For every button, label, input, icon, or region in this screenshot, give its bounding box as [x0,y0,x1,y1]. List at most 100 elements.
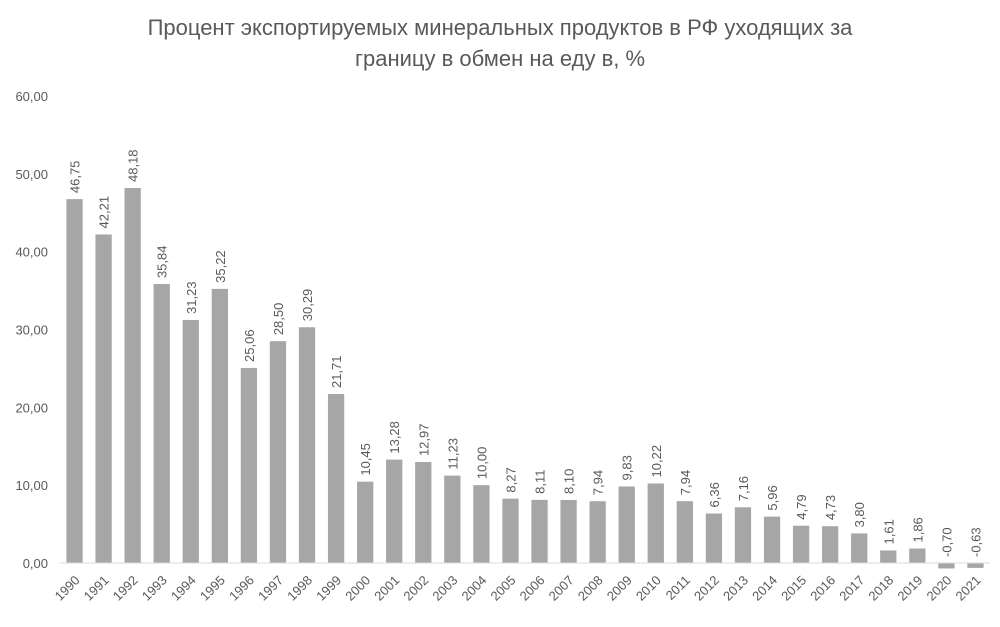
bar [589,501,606,563]
y-tick-label: 10,00 [15,478,48,493]
bar [415,462,432,563]
x-tick-label: 2007 [546,573,577,604]
bar [269,341,287,563]
bar [153,284,170,563]
chart-title-line-1: Процент экспортируемых минеральных проду… [147,15,853,40]
data-label: 7,94 [678,470,693,495]
x-tick-label: 1992 [110,573,141,604]
y-tick-label: 60,00 [15,89,48,104]
bar [822,526,839,563]
bar [95,234,112,563]
data-label: 12,97 [416,424,431,457]
x-tick-label: 2009 [604,573,635,604]
bar [531,499,548,563]
x-tick-label: 1997 [255,573,286,604]
data-label: 8,10 [562,469,577,494]
data-label: 7,16 [736,476,751,501]
bar [676,501,693,563]
bar [763,516,781,563]
data-label: 8,11 [533,470,548,494]
x-tick-label: 1999 [313,573,344,604]
data-label: 48,18 [126,149,141,182]
data-label: 46,75 [68,161,83,194]
x-tick-label: 2014 [749,573,780,604]
bar [734,507,752,563]
data-label: 28,50 [271,303,286,336]
x-tick-label: 1998 [284,573,315,604]
data-label: 10,45 [358,443,373,476]
x-tick-label: 2016 [807,573,838,604]
bar [647,483,664,563]
x-tick-label: 2003 [429,573,460,604]
bar [66,199,83,564]
data-label: 13,28 [387,421,402,454]
bar [851,533,868,563]
data-label: -0,70 [939,527,954,557]
bar [880,550,897,563]
data-label: 8,27 [503,467,518,492]
data-label: 1,61 [881,519,896,544]
bar [938,563,955,569]
bar [618,486,635,563]
x-tick-label: 2005 [488,573,519,604]
bar [327,394,345,563]
bar [298,327,316,563]
chart-title: Процент экспортируемых минеральных проду… [100,12,900,74]
bar [357,481,374,563]
data-label: 6,36 [707,482,722,507]
data-label: 30,29 [300,289,315,322]
x-tick-label: 2000 [342,573,373,604]
data-label: 10,00 [474,447,489,480]
x-tick-label: 2019 [894,573,925,604]
y-tick-label: 50,00 [15,167,48,182]
data-label: 4,73 [823,495,838,520]
bar [909,548,926,563]
y-tick-label: 0,00 [23,556,48,571]
bar [211,288,228,563]
y-tick-label: 20,00 [15,400,48,415]
bar [386,459,403,563]
data-label: -0,63 [968,527,983,557]
x-tick-label: 2010 [633,573,664,604]
x-tick-label: 2011 [663,573,693,603]
x-tick-label: 2021 [953,573,984,604]
x-tick-label: 2017 [836,573,867,604]
x-tick-label: 2004 [458,573,489,604]
bar [502,498,519,563]
y-tick-label: 40,00 [15,245,48,260]
data-label: 42,21 [97,196,112,229]
bar [444,475,461,563]
data-label: 7,94 [591,470,606,495]
y-tick-label: 30,00 [15,323,48,338]
data-label: 35,22 [213,250,228,283]
data-label: 35,84 [155,245,170,278]
data-label: 1,86 [910,517,925,542]
x-tick-label: 2002 [400,573,431,604]
bar [792,525,810,563]
data-label: 5,96 [765,485,780,510]
chart-title-line-2: границу в обмен на еду в, % [354,46,646,71]
x-tick-label: 1993 [139,573,170,604]
x-tick-label: 2006 [517,573,548,604]
x-tick-label: 2015 [778,573,809,604]
x-tick-label: 2018 [865,573,896,604]
data-label: 25,06 [242,329,257,362]
x-tick-label: 2008 [575,573,606,604]
x-tick-label: 1991 [81,573,112,604]
data-label: 4,79 [794,494,809,519]
data-label: 21,71 [329,355,344,388]
x-tick-label: 2001 [371,573,402,604]
data-label: 11,23 [445,438,460,470]
data-label: 31,23 [184,281,199,314]
x-tick-label: 1994 [168,573,199,604]
bar [473,485,490,563]
x-tick-label: 1990 [52,573,83,604]
bar [240,367,258,563]
bar [560,499,577,563]
x-tick-label: 1996 [226,573,257,604]
bar [967,563,984,568]
x-tick-label: 2020 [923,573,954,604]
bar [124,187,141,563]
